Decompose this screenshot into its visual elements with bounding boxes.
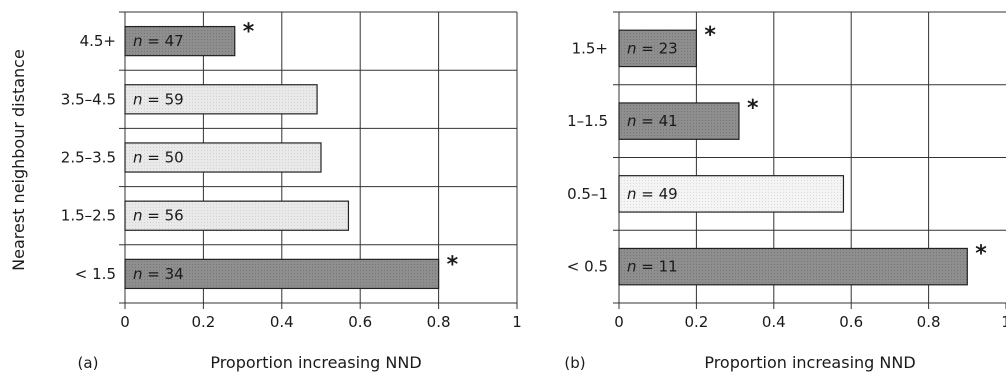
y-category-label: 1.5+ — [572, 39, 608, 57]
bar-data-label: n = 50 — [133, 149, 184, 167]
bar — [618, 247, 968, 286]
significance-marker: * — [975, 241, 987, 266]
bar — [618, 175, 845, 213]
panel-a: 0 0.2 0.4 0.6 0.8 1 4.5+ n = 47 * 3.5–4.5 n = 59 2.… — [61, 11, 522, 372]
y-category-label: 0.5–1 — [567, 185, 608, 203]
y-category-label: 1–1.5 — [567, 112, 608, 130]
x-tick-label: 0.2 — [191, 313, 215, 331]
bar — [124, 84, 318, 115]
x-tick-label: 0.8 — [427, 313, 451, 331]
bar-data-label: n = 34 — [133, 265, 184, 283]
bar-data-label: n = 41 — [627, 112, 678, 130]
bar-data-label: n = 49 — [627, 185, 678, 203]
bar — [618, 102, 740, 140]
significance-marker: * — [447, 252, 459, 277]
y-category-label: 4.5+ — [80, 32, 116, 50]
panel-label: (b) — [564, 354, 585, 372]
x-tick-label: 0 — [120, 313, 130, 331]
y-category-label: 2.5–3.5 — [61, 149, 116, 167]
bar-data-label: n = 11 — [627, 258, 678, 276]
bar — [124, 25, 236, 57]
x-tick-label: 0.4 — [762, 313, 786, 331]
x-tick-label: 0 — [614, 313, 624, 331]
bar — [124, 142, 322, 173]
bar-data-label: n = 23 — [627, 39, 678, 57]
bar-data-label: n = 56 — [133, 207, 184, 225]
bar-data-label: n = 47 — [133, 32, 184, 50]
bar-data-label: n = 59 — [133, 90, 184, 108]
x-axis-title: Proportion increasing NND — [210, 353, 421, 372]
x-tick-label: 1 — [1001, 313, 1006, 331]
significance-marker: * — [747, 96, 759, 121]
significance-marker: * — [243, 20, 255, 45]
y-category-label: < 1.5 — [75, 265, 116, 283]
y-category-label: < 0.5 — [567, 258, 608, 276]
x-tick-label: 0.6 — [348, 313, 372, 331]
x-tick-label: 0.4 — [270, 313, 294, 331]
significance-marker: * — [704, 23, 716, 48]
panel-b: 0 0.2 0.4 0.6 0.8 1 1.5+ n = 23 * 1–1.5 n = 41 * 0.5… — [564, 11, 1006, 372]
y-axis-title: Nearest neighbour distance — [9, 49, 28, 271]
x-tick-label: 0.6 — [839, 313, 863, 331]
y-category-label: 3.5–4.5 — [61, 90, 116, 108]
panel-label: (a) — [78, 354, 99, 372]
bar — [124, 258, 440, 290]
x-tick-label: 0.8 — [917, 313, 941, 331]
y-category-label: 1.5–2.5 — [61, 207, 116, 225]
x-tick-label: 1 — [512, 313, 522, 331]
x-axis-title: Proportion increasing NND — [704, 353, 915, 372]
bar — [618, 29, 698, 68]
bar — [124, 200, 350, 231]
x-tick-label: 0.2 — [684, 313, 708, 331]
